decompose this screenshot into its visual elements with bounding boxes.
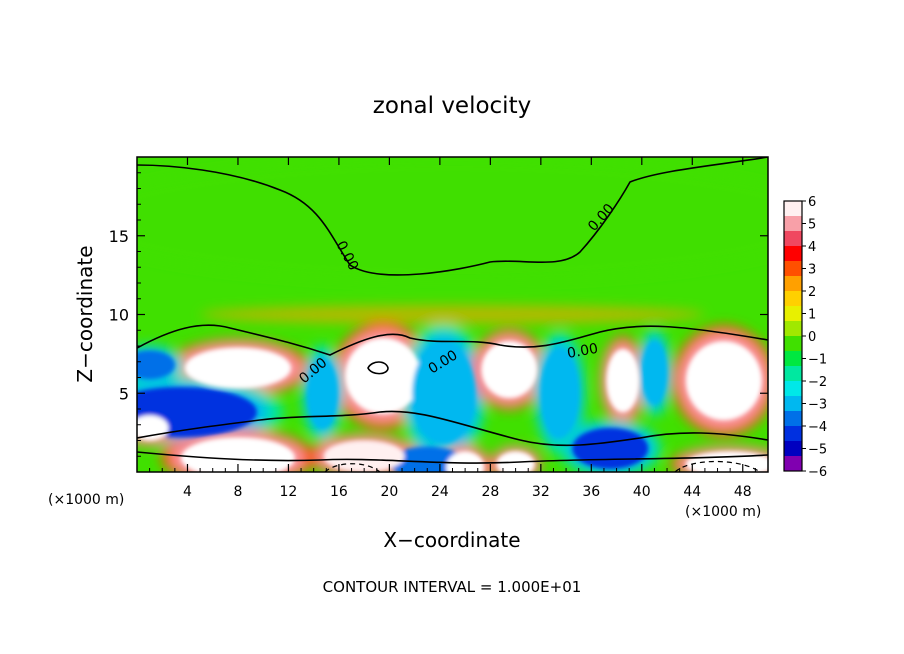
colorbar-tick-label: 6	[808, 195, 816, 210]
field-core	[685, 341, 762, 421]
contour-zero-lower	[137, 410, 768, 447]
contour-negative-left	[324, 463, 381, 472]
x-tick-label: 48	[734, 484, 752, 500]
plot-area	[137, 157, 768, 472]
field-core	[606, 349, 640, 413]
colorbar-swatch	[784, 321, 802, 337]
field-core	[540, 349, 579, 438]
x-tick-label: 24	[431, 484, 449, 500]
colorbar-tick-label: −4	[808, 420, 827, 435]
colorbar-tick-label: −5	[808, 443, 827, 458]
contour-interval-note: CONTOUR INTERVAL = 1.000E+01	[323, 578, 582, 596]
colorbar-swatch	[784, 201, 802, 217]
contour-zero-upper	[137, 157, 768, 276]
colorbar-tick-label: 2	[808, 285, 816, 300]
field-core	[496, 451, 535, 472]
x-tick-label: 16	[330, 484, 348, 500]
field-core	[137, 350, 175, 380]
colorbar-swatch	[784, 381, 802, 397]
x-tick-label: 40	[633, 484, 651, 500]
x-axis: 4 8 12 16 20 24 28 32 36 40 44 48	[149, 157, 756, 500]
colorbar-tick-label: 3	[808, 263, 816, 278]
field-region	[200, 305, 705, 324]
colorbar-swatch	[784, 441, 802, 457]
field-region	[137, 157, 768, 283]
field-core	[389, 446, 466, 472]
x-unit-left: (×1000 m)	[48, 492, 124, 508]
colorbar-swatch	[784, 366, 802, 382]
colorbar-tick-label: 4	[808, 240, 816, 255]
colorbar-swatch	[784, 456, 802, 472]
colorbar-tick-label: 1	[808, 308, 816, 323]
x-tick-label: 8	[233, 484, 242, 500]
y-axis: 5 10 15	[109, 172, 768, 457]
field-core	[446, 451, 485, 472]
colorbar-swatch	[784, 336, 802, 352]
contour-label: 0.00	[566, 341, 599, 362]
colorbar-swatch	[784, 246, 802, 262]
contour-cell-small	[367, 361, 389, 375]
colorbar-tick-label: 0	[808, 330, 816, 345]
colorbar-tick-label: −3	[808, 398, 827, 413]
colorbar-swatch	[784, 261, 802, 277]
y-axis-label: Z−coordinate	[73, 245, 97, 382]
velocity-cores	[137, 338, 768, 472]
colorbar-swatch	[784, 396, 802, 412]
y-tick-label: 5	[119, 384, 129, 403]
colorbar-tick-label: −6	[808, 465, 827, 480]
field-core	[307, 358, 338, 428]
x-tick-label: 36	[582, 484, 600, 500]
contour-zero-middle	[137, 324, 768, 356]
colorbar-swatch	[784, 411, 802, 427]
colorbar-swatch	[784, 291, 802, 307]
field-core	[641, 341, 668, 405]
x-tick-label: 44	[683, 484, 701, 500]
y-tick-label: 15	[109, 227, 129, 246]
x-tick-label: 12	[280, 484, 298, 500]
field-core	[323, 440, 405, 472]
field-core	[412, 342, 476, 444]
colorbar-swatch	[784, 216, 802, 232]
colorbar-swatch	[784, 426, 802, 442]
x-axis-label: X−coordinate	[383, 528, 520, 552]
x-tick-label: 32	[532, 484, 550, 500]
field-core	[184, 347, 291, 389]
colorbar-swatch	[784, 276, 802, 292]
contour-ground	[137, 451, 768, 464]
colorbar-tick-label: −2	[808, 375, 827, 390]
colorbar-swatch	[784, 306, 802, 322]
colorbar-swatch	[784, 351, 802, 367]
field-core	[572, 427, 649, 469]
colorbar-tick-label: −1	[808, 353, 827, 368]
field-core	[181, 437, 295, 472]
field-core	[481, 341, 538, 398]
field-core	[345, 338, 421, 414]
colorbar: 6 5 4 3 2 1 0 −1 −2 −3 −4 −5 −6	[783, 195, 827, 480]
x-tick-label: 4	[183, 484, 192, 500]
chart-title: zonal velocity	[373, 93, 531, 119]
zero-contours	[137, 157, 768, 464]
y-tick-label: 10	[109, 306, 129, 325]
x-tick-label: 28	[481, 484, 499, 500]
negative-contours	[324, 460, 761, 472]
colorbar-swatch	[784, 231, 802, 247]
x-tick-label: 20	[380, 484, 398, 500]
x-unit-right: (×1000 m)	[685, 504, 761, 520]
colorbar-tick-label: 5	[808, 218, 816, 233]
